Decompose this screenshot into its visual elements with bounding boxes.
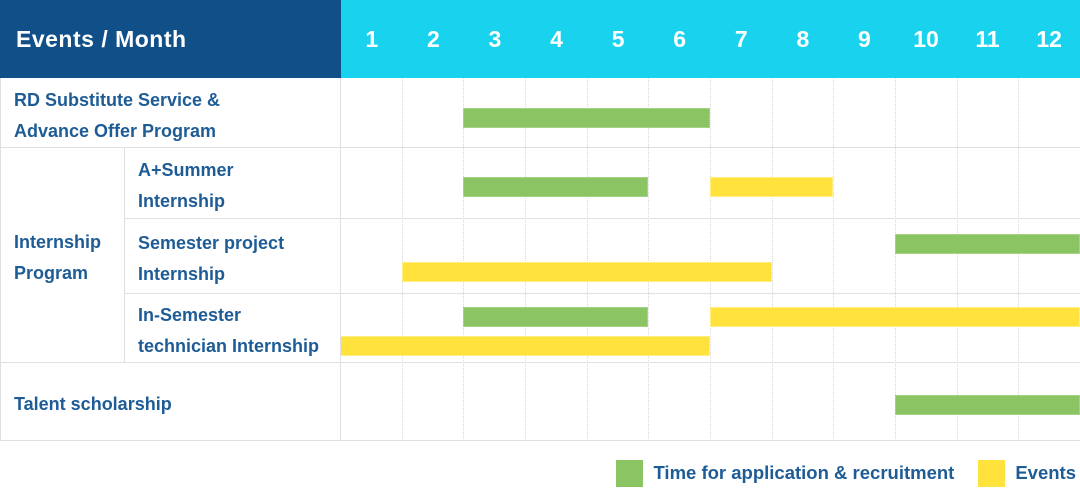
month-header-cell-3: 3 <box>488 25 502 52</box>
month-header-cell-7: 7 <box>734 25 748 52</box>
month-header-cell-4: 4 <box>550 25 563 52</box>
month-header-cell-12: 12 <box>1036 25 1062 52</box>
month-gridline <box>648 78 650 441</box>
row-label-in-semester-technician: In-Semester technician Internship <box>138 304 320 356</box>
month-gridline <box>401 78 403 441</box>
month-gridline <box>463 78 465 441</box>
month-gridline <box>1018 78 1020 441</box>
gantt-bar-events <box>340 336 710 356</box>
month-header-cell-8: 8 <box>796 25 810 52</box>
gantt-bar-application <box>463 307 649 327</box>
month-header-row: 1 2 3 4 5 6 7 8 9 10 11 12 <box>341 0 1080 78</box>
gantt-bar-application <box>895 395 1080 415</box>
gantt-bar-events <box>401 262 772 282</box>
sub-column-divider <box>124 147 125 362</box>
month-header-cell-9: 9 <box>858 25 871 52</box>
month-gridline <box>525 78 526 441</box>
row-label-semester-project: Semester project Internship <box>138 232 285 284</box>
row-border-1 <box>0 147 1080 148</box>
legend-swatch-events-icon <box>978 459 1006 487</box>
row-label-a-plus-summer: A+Summer Internship <box>138 159 234 211</box>
gantt-bar-application <box>895 234 1080 254</box>
label-month-divider <box>340 78 341 441</box>
month-gridline <box>956 78 958 441</box>
gantt-bar-events <box>710 177 834 197</box>
legend-label-application: Time for application & recruitment <box>653 462 955 483</box>
gantt-bar-application <box>463 108 710 128</box>
row-border-2 <box>124 218 1080 219</box>
legend: Time for application & recruitment Event… <box>616 458 1076 488</box>
header-title: Events / Month <box>16 25 187 52</box>
month-gridline <box>710 78 711 441</box>
month-gridline <box>586 78 588 441</box>
month-header-cell-11: 11 <box>975 25 1000 52</box>
table-border-left <box>0 78 1 441</box>
gantt-bar-events <box>710 307 1080 327</box>
legend-swatch-application-icon <box>616 459 644 487</box>
row-label-rd-substitute: RD Substitute Service & Advance Offer Pr… <box>14 89 221 141</box>
month-header-cell-10: 10 <box>913 25 939 52</box>
gantt-bar-application <box>463 177 649 197</box>
row-border-4 <box>0 362 1080 363</box>
month-header-cell-2: 2 <box>426 25 440 52</box>
row-group-label-internship-program: Internship Program <box>14 231 102 283</box>
events-month-header-cell: Events / Month <box>0 0 341 78</box>
month-gridline <box>833 78 835 441</box>
month-header-cell-1: 1 <box>365 25 379 52</box>
row-label-talent-scholarship: Talent scholarship <box>14 394 172 414</box>
table-border-bottom <box>0 440 1080 441</box>
legend-label-events: Events <box>1015 462 1076 483</box>
month-gridline <box>771 78 773 441</box>
row-border-3 <box>124 293 1080 294</box>
month-gridline <box>895 78 896 441</box>
month-header-cell-5: 5 <box>611 25 625 52</box>
month-header-cell-6: 6 <box>673 25 687 52</box>
